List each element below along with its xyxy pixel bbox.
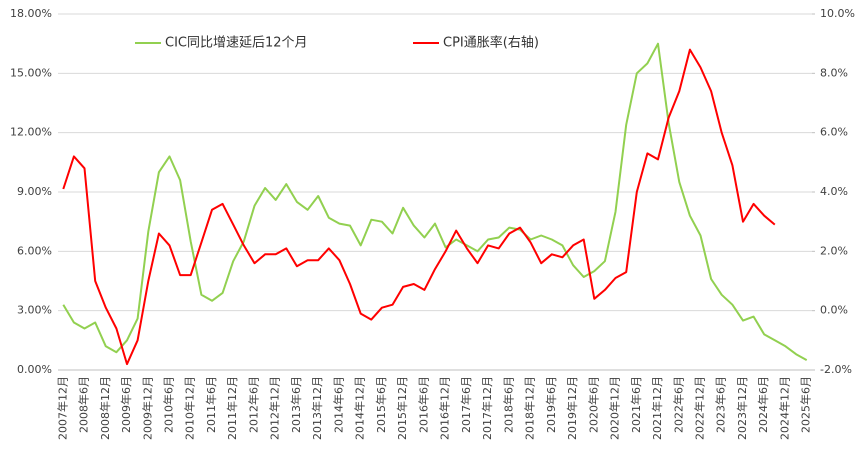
x-tick-label: 2016年6月 [416, 376, 430, 433]
x-tick-label: 2019年6月 [544, 376, 558, 433]
x-tick-label: 2021年12月 [650, 376, 664, 440]
x-tick-label: 2021年6月 [629, 376, 643, 433]
x-tick-label: 2010年6月 [162, 376, 176, 433]
x-tick-label: 2011年12月 [225, 376, 239, 440]
x-tick-label: 2023年12月 [735, 376, 749, 440]
x-tick-label: 2009年12月 [140, 376, 154, 440]
y-tick-label: 9.00% [17, 185, 52, 198]
y2-tick-label: 2.0% [820, 244, 848, 257]
y2-tick-label: 6.0% [820, 126, 848, 139]
x-tick-label: 2024年12月 [777, 376, 791, 440]
x-tick-label: 2008年12月 [98, 376, 112, 440]
x-tick-label: 2015年6月 [374, 376, 388, 433]
x-tick-label: 2023年6月 [714, 376, 728, 433]
x-tick-label: 2012年12月 [268, 376, 282, 440]
y-tick-label: 0.00% [17, 363, 52, 376]
y2-tick-label: 0.0% [820, 304, 848, 317]
x-tick-label: 2020年12月 [608, 376, 622, 440]
x-tick-label: 2013年12月 [310, 376, 324, 440]
legend-label: CPI通胀率(右轴) [443, 35, 539, 51]
x-tick-label: 2012年6月 [246, 376, 260, 433]
x-tick-label: 2022年12月 [692, 376, 706, 440]
y-tick-label: 18.00% [10, 7, 52, 20]
x-tick-label: 2010年12月 [183, 376, 197, 440]
y2-tick-label: -2.0% [820, 363, 852, 376]
x-tick-label: 2008年6月 [77, 376, 91, 433]
x-tick-label: 2016年12月 [438, 376, 452, 440]
y2-tick-label: 8.0% [820, 66, 848, 79]
x-tick-label: 2017年6月 [459, 376, 473, 433]
x-tick-label: 2013年6月 [289, 376, 303, 433]
x-tick-label: 2020年6月 [586, 376, 600, 433]
x-tick-label: 2018年12月 [523, 376, 537, 440]
y-tick-label: 6.00% [17, 244, 52, 257]
x-tick-label: 2024年6月 [756, 376, 770, 433]
y-tick-label: 15.00% [10, 66, 52, 79]
x-tick-label: 2009年6月 [119, 376, 133, 433]
legend-label: CIC同比增速延后12个月 [165, 36, 308, 51]
y-tick-label: 12.00% [10, 126, 52, 139]
series-line [62, 42, 808, 361]
x-tick-label: 2022年6月 [671, 376, 685, 433]
series-line [62, 48, 776, 366]
x-tick-label: 2014年6月 [331, 376, 345, 433]
x-tick-label: 2011年6月 [204, 376, 218, 433]
x-tick-label: 2018年6月 [501, 376, 515, 433]
x-tick-label: 2019年12月 [565, 376, 579, 440]
y-tick-label: 3.00% [17, 304, 52, 317]
y2-tick-label: 10.0% [820, 7, 855, 20]
x-tick-label: 2014年12月 [353, 376, 367, 440]
x-tick-label: 2025年6月 [799, 376, 813, 433]
y2-tick-label: 4.0% [820, 185, 848, 198]
x-tick-label: 2015年12月 [395, 376, 409, 440]
x-tick-label: 2007年12月 [55, 376, 69, 440]
x-tick-label: 2017年12月 [480, 376, 494, 440]
